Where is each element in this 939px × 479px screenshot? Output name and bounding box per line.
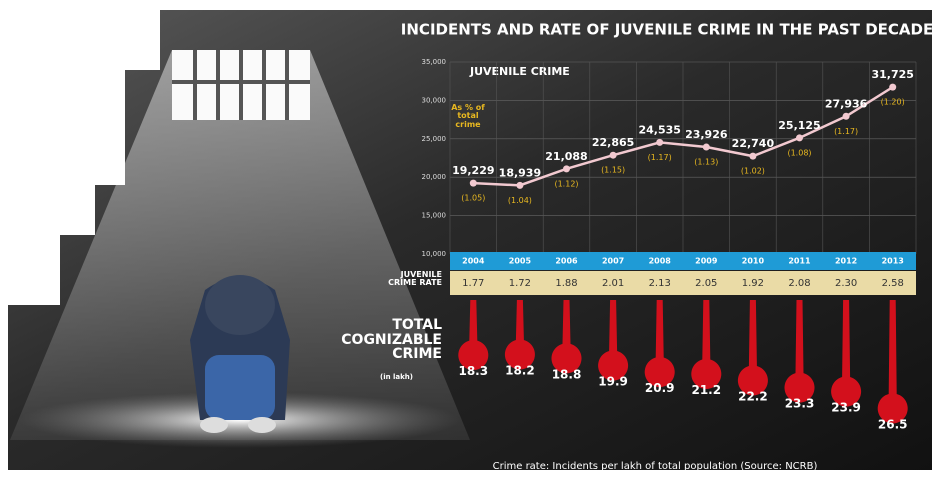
crime-drop-label: 19.9	[598, 375, 628, 389]
value-label: 18,939	[499, 166, 541, 179]
crime-drop-label: 21.2	[691, 383, 721, 397]
crime-rate-value: 1.88	[555, 278, 577, 289]
value-label: 22,740	[732, 137, 775, 150]
series-label: JUVENILE CRIME	[469, 65, 570, 78]
series-line	[473, 86, 894, 187]
value-label: 27,936	[825, 97, 868, 110]
value-label: 25,125	[778, 119, 820, 132]
point	[656, 138, 664, 146]
x-tick-label: 2008	[649, 257, 672, 266]
x-tick-label: 2010	[742, 257, 765, 266]
y-tick-label: 20,000	[422, 173, 447, 181]
crime-drop-label: 18.8	[552, 367, 582, 381]
x-tick-label: 2011	[788, 257, 811, 266]
share-label: (1.05)	[461, 194, 485, 203]
footnote: Crime rate: Incidents per lakh of total …	[493, 461, 818, 472]
crime-drop	[691, 300, 722, 389]
chart-title: INCIDENTS AND RATE OF JUVENILE CRIME IN …	[401, 21, 933, 39]
crime-drop	[598, 300, 629, 381]
value-label: 31,725	[871, 68, 913, 81]
crime-drop-label: 26.5	[878, 417, 908, 431]
x-tick-label: 2006	[555, 257, 578, 266]
rate-band	[450, 271, 916, 295]
point	[796, 134, 803, 142]
x-tick-label: 2012	[835, 257, 857, 266]
window	[172, 50, 310, 120]
point	[749, 152, 757, 160]
crime-drop	[784, 300, 815, 403]
share-label: (1.12)	[554, 179, 578, 188]
share-label: (1.02)	[741, 167, 765, 176]
crime-rate-value: 2.58	[882, 278, 904, 289]
crime-drop	[877, 300, 908, 424]
boy-figure	[190, 275, 290, 433]
crime-drop	[504, 300, 535, 370]
value-label: 24,535	[638, 123, 680, 136]
annotation: As % of total crime	[451, 103, 485, 129]
crime-rate-value: 2.05	[695, 278, 717, 289]
crime-drop-label: 23.3	[785, 397, 815, 411]
crime-rate-value: 2.30	[835, 278, 857, 289]
year-band	[450, 252, 916, 270]
point	[516, 181, 524, 189]
y-tick-label: 35,000	[422, 58, 447, 66]
point	[563, 165, 570, 173]
point	[842, 112, 850, 120]
crime-rate-value: 2.01	[602, 278, 624, 289]
crime-drop	[831, 300, 862, 407]
share-label: (1.15)	[601, 166, 625, 175]
crime-rate-value: 1.92	[742, 278, 764, 289]
share-label: (1.17)	[834, 127, 858, 136]
point	[702, 143, 710, 151]
share-label: (1.20)	[881, 98, 905, 107]
crime-drop	[737, 300, 768, 396]
share-label: (1.17)	[648, 153, 672, 162]
total-crime-unit: (in lakh)	[380, 373, 413, 381]
value-label: 23,926	[685, 128, 728, 141]
crime-drop-label: 23.9	[831, 401, 861, 415]
light-beam	[10, 50, 470, 440]
crime-drop	[644, 300, 675, 388]
crime-drop-label: 18.3	[458, 364, 488, 378]
value-label: 21,088	[545, 150, 587, 163]
x-tick-label: 2005	[509, 257, 532, 266]
x-tick-label: 2013	[882, 257, 904, 266]
crime-drop-label: 20.9	[645, 381, 675, 395]
share-label: (1.13)	[694, 158, 718, 167]
crime-rate-value: 1.72	[509, 278, 531, 289]
crime-drop	[458, 300, 489, 371]
point	[609, 151, 617, 159]
crime-rate-value: 1.77	[462, 278, 484, 289]
x-tick-label: 2004	[462, 257, 485, 266]
y-tick-label: 25,000	[422, 135, 447, 143]
point	[889, 83, 897, 91]
value-label: 19,229	[452, 164, 494, 177]
y-tick-label: 30,000	[422, 96, 447, 104]
total-crime-label: TOTAL COGNIZABLE CRIME	[341, 317, 442, 363]
crime-drop	[551, 300, 582, 374]
y-tick-label: 10,000	[422, 250, 447, 258]
point	[469, 179, 477, 187]
value-label: 22,865	[592, 136, 634, 149]
share-label: (1.04)	[508, 196, 532, 205]
crime-rate-value: 2.08	[788, 278, 810, 289]
share-label: (1.08)	[787, 148, 811, 157]
x-tick-label: 2007	[602, 257, 624, 266]
x-tick-label: 2009	[695, 257, 718, 266]
y-tick-label: 15,000	[422, 212, 447, 220]
crime-rate-label: JUVENILE CRIME RATE	[388, 270, 442, 288]
crime-rate-value: 2.13	[649, 278, 671, 289]
crime-drop-label: 22.2	[738, 390, 768, 404]
wall-steps	[8, 10, 160, 305]
crime-drop-label: 18.2	[505, 364, 535, 378]
